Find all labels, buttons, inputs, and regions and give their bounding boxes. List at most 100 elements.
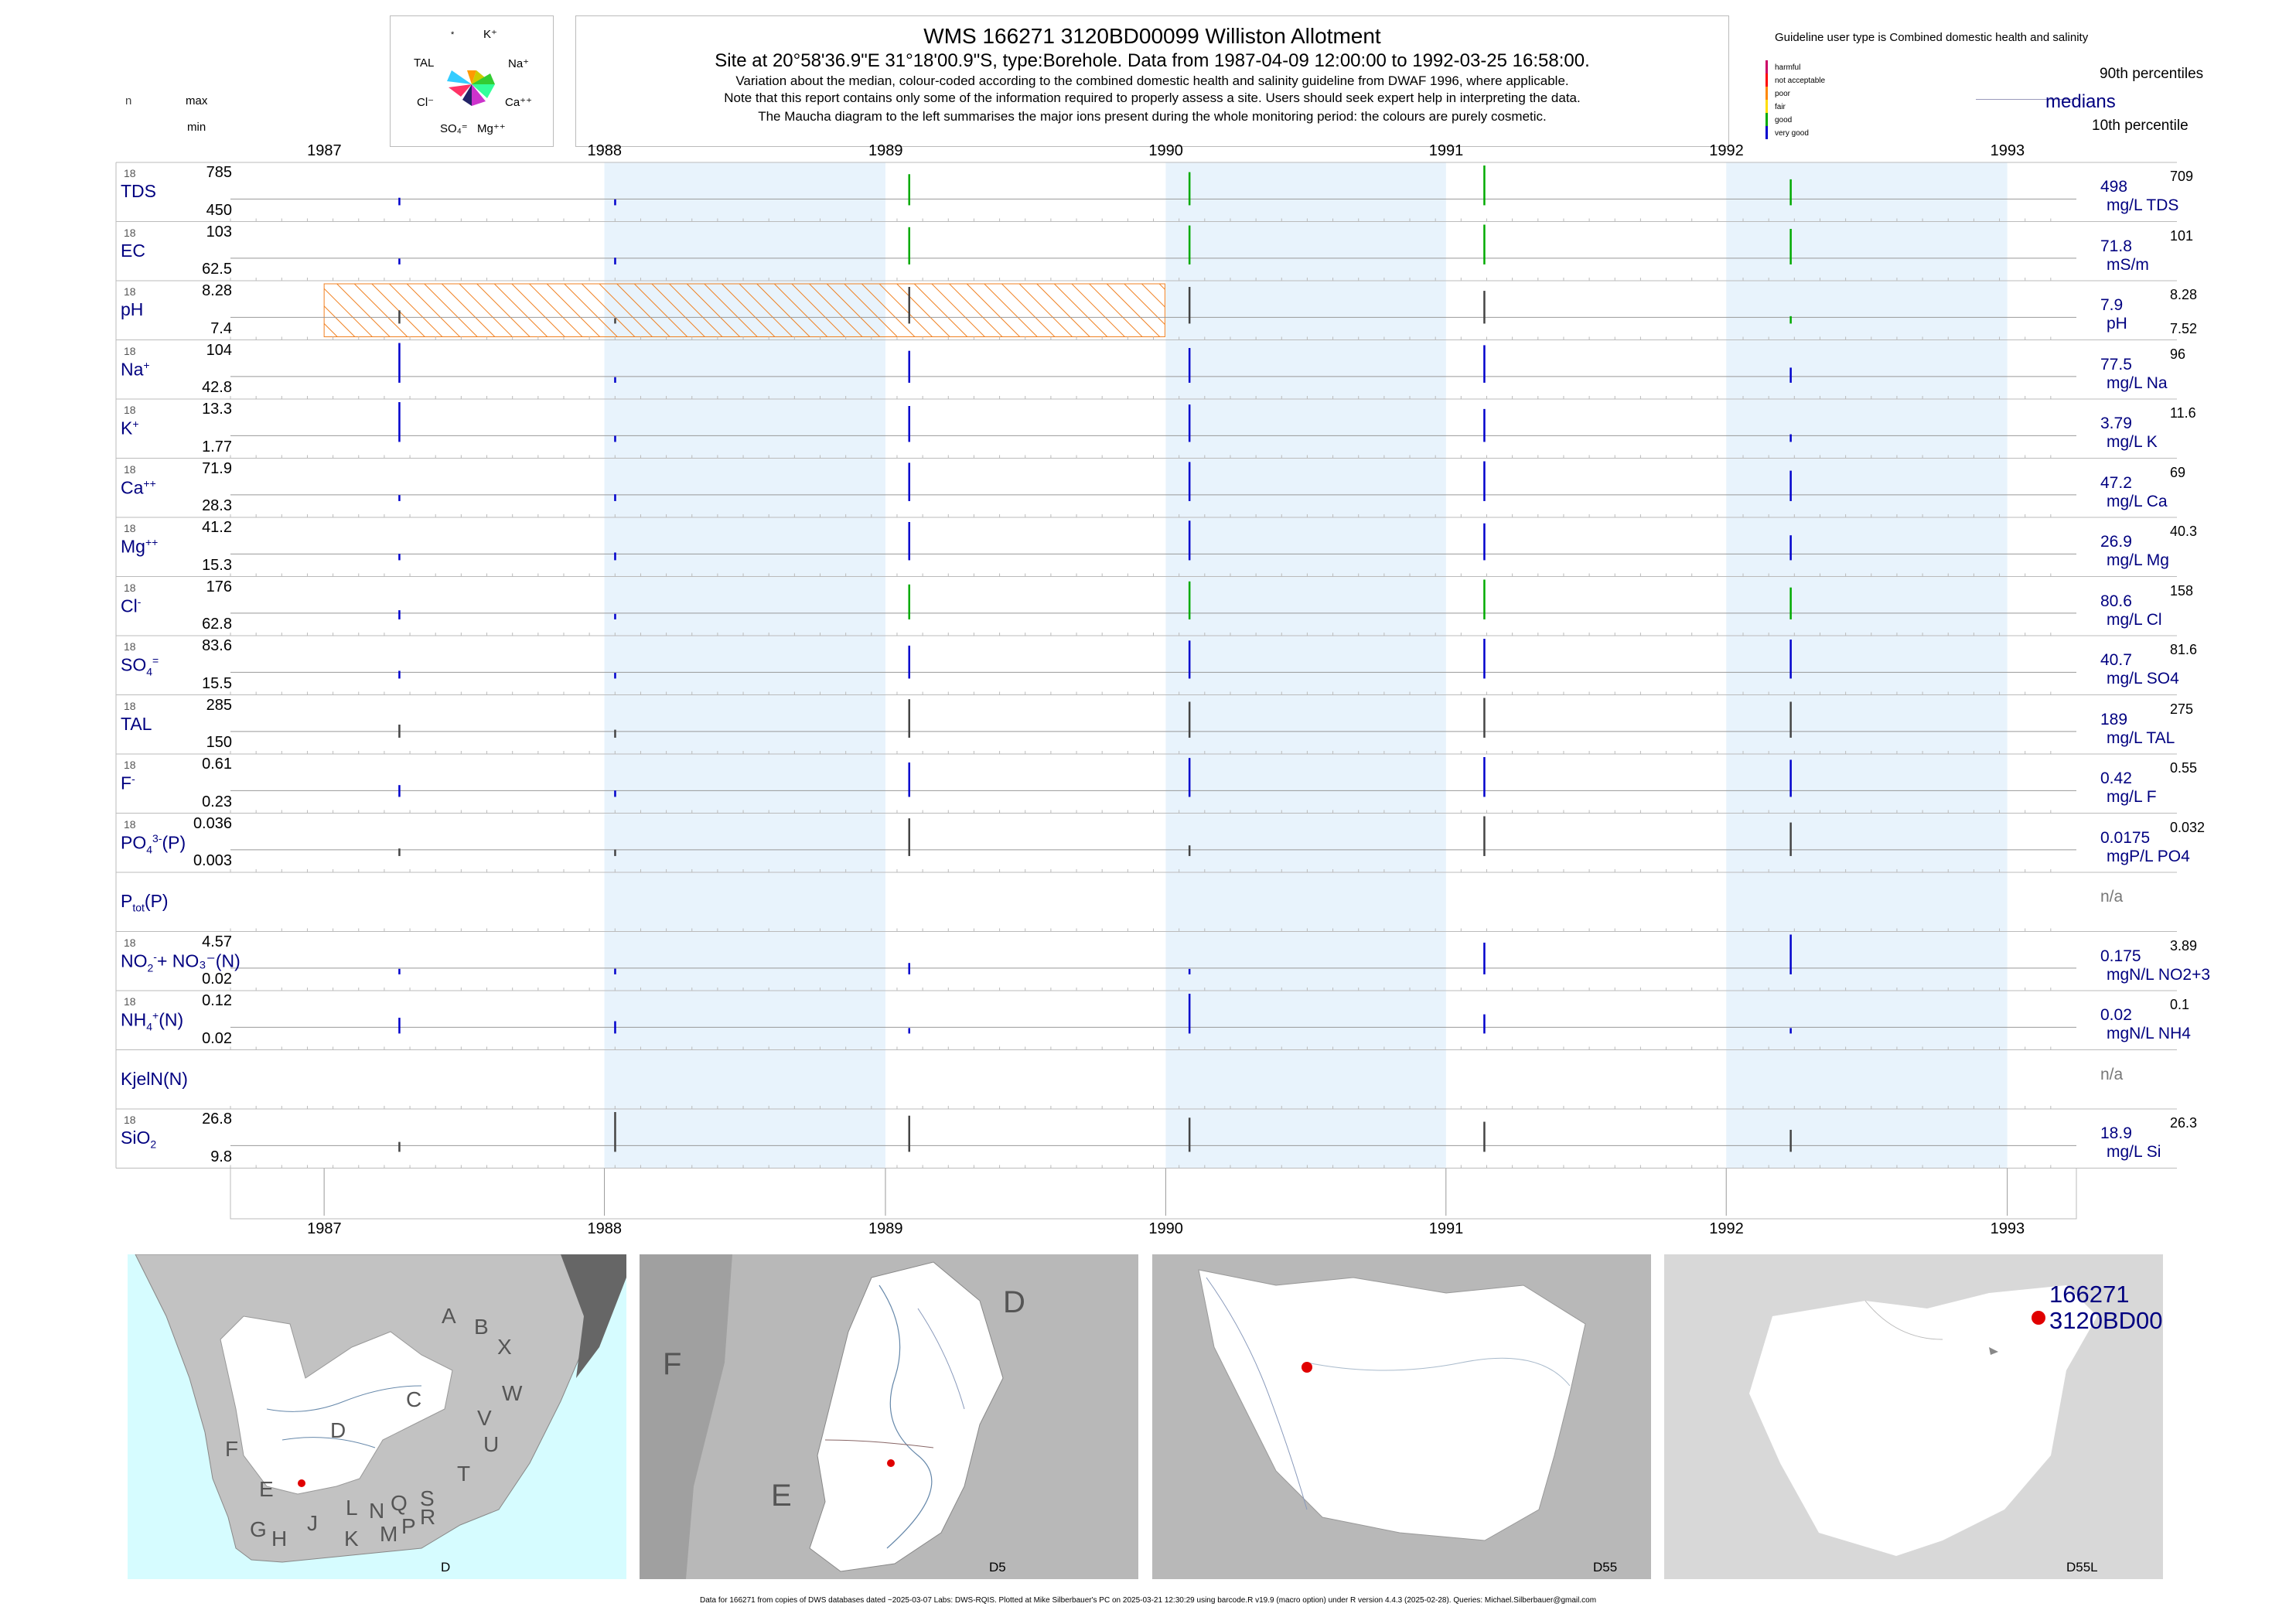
x-tick-label-bottom: 1992 bbox=[1709, 1220, 1744, 1237]
row-max: 4.57 bbox=[202, 933, 232, 950]
row-p10: 7.52 bbox=[2170, 321, 2198, 336]
region-letter: N bbox=[369, 1499, 385, 1523]
region-letter: E bbox=[771, 1479, 792, 1513]
row-parameter: pH bbox=[121, 299, 144, 319]
region-letter: M bbox=[380, 1522, 398, 1546]
row-p90: 8.28 bbox=[2170, 287, 2198, 302]
maucha-sector bbox=[472, 84, 486, 106]
map-code: D55 bbox=[1593, 1560, 1618, 1575]
row-median: 0.175 bbox=[2100, 947, 2141, 965]
maucha-sector bbox=[472, 84, 495, 98]
x-tick-label-bottom: 1993 bbox=[1990, 1220, 2025, 1237]
site-label: 166271 bbox=[2049, 1281, 2130, 1308]
legend-swatch bbox=[1765, 113, 1768, 126]
row-p90: 0.55 bbox=[2170, 760, 2198, 776]
region-letter: H bbox=[271, 1527, 288, 1551]
map-d55l: 166271 3120BD00 D55L bbox=[1664, 1254, 2163, 1579]
row-max: 0.61 bbox=[202, 756, 232, 773]
x-tick-label-bottom: 1988 bbox=[587, 1220, 623, 1237]
row-parameter: Ca++ bbox=[121, 476, 156, 498]
row-parameter: Cl- bbox=[121, 595, 142, 616]
row-median: 71.8 bbox=[2100, 237, 2132, 255]
row-n: 18 bbox=[124, 285, 136, 298]
row-parameter: PO43-(P) bbox=[121, 831, 186, 855]
max-header: max bbox=[186, 94, 208, 107]
row-min: 0.02 bbox=[202, 1029, 232, 1047]
row-max: 104 bbox=[206, 341, 232, 359]
row-min: 450 bbox=[206, 201, 232, 219]
row-max: 13.3 bbox=[202, 401, 232, 418]
site-marker bbox=[887, 1459, 895, 1467]
region-letter: C bbox=[406, 1387, 422, 1411]
row-max: 176 bbox=[206, 578, 232, 595]
x-tick-label-bottom: 1990 bbox=[1148, 1220, 1183, 1237]
region-letter: W bbox=[502, 1381, 523, 1405]
row-median: 0.02 bbox=[2100, 1006, 2132, 1024]
title-box: WMS 166271 3120BD00099 Williston Allotme… bbox=[575, 15, 1729, 147]
row-max: 0.036 bbox=[193, 814, 232, 832]
site-marker bbox=[2032, 1311, 2045, 1325]
row-median: 80.6 bbox=[2100, 592, 2132, 610]
maucha-label: Mg⁺⁺ bbox=[477, 122, 506, 135]
legend-swatch bbox=[1765, 60, 1768, 73]
row-parameter: K+ bbox=[121, 418, 139, 438]
page-title: WMS 166271 3120BD00099 Williston Allotme… bbox=[923, 24, 1381, 48]
legend-swatch bbox=[1765, 126, 1768, 139]
row-min: 0.02 bbox=[202, 971, 232, 988]
map-d5: D F E D5 bbox=[640, 1254, 1138, 1579]
row-n: 18 bbox=[124, 699, 136, 712]
row-parameter: Ptot(P) bbox=[121, 891, 169, 914]
row-n: 18 bbox=[124, 344, 136, 357]
row-min: 1.77 bbox=[202, 438, 232, 455]
row-unit: mgN/L NO2+3 bbox=[2107, 965, 2211, 984]
region-letter: D bbox=[1003, 1285, 1025, 1319]
maucha-sector bbox=[447, 70, 472, 84]
row-p90: 40.3 bbox=[2170, 524, 2198, 539]
row-median: 0.0175 bbox=[2100, 828, 2151, 847]
row-min: 15.5 bbox=[202, 674, 232, 692]
x-tick-label-bottom: 1991 bbox=[1428, 1220, 1464, 1237]
row-max: 8.28 bbox=[202, 282, 232, 299]
row-min: 15.3 bbox=[202, 556, 232, 574]
x-tick-label-bottom: 1987 bbox=[307, 1220, 342, 1237]
legend-medians: medians bbox=[2045, 91, 2116, 112]
site-marker bbox=[298, 1479, 305, 1487]
row-min: 62.8 bbox=[202, 616, 232, 633]
x-tick-label-top: 1992 bbox=[1709, 142, 1744, 159]
row-unit: mg/L TDS bbox=[2107, 196, 2179, 214]
maucha-sector bbox=[467, 70, 476, 84]
maucha-diagram-box: * K⁺ TAL Na⁺ Cl⁻ Ca⁺⁺ SO₄⁼ Mg⁺⁺ bbox=[390, 15, 554, 147]
region-letter: K bbox=[344, 1527, 359, 1551]
row-p90: 709 bbox=[2170, 169, 2194, 184]
legend-p10: 10th percentile bbox=[2092, 118, 2189, 134]
row-parameter: NO2-+ NO₃⁻(N) bbox=[121, 950, 241, 974]
note-line: Variation about the median, colour-coded… bbox=[735, 73, 1569, 88]
legend-class: harmful bbox=[1775, 63, 1801, 72]
row-max: 26.8 bbox=[202, 1111, 232, 1128]
plot-frame bbox=[230, 1168, 2077, 1220]
row-n: 18 bbox=[124, 1114, 136, 1126]
region-letter: A bbox=[442, 1304, 456, 1328]
row-n: 18 bbox=[124, 404, 136, 416]
legend-swatch bbox=[1765, 87, 1768, 100]
row-p90: 96 bbox=[2170, 346, 2186, 362]
x-tick-label-top: 1991 bbox=[1428, 142, 1464, 159]
legend-class: fair bbox=[1775, 103, 1786, 111]
map-code: D bbox=[441, 1560, 451, 1575]
page-subtitle: Site at 20°58'36.9"E 31°18'00.9"S, type:… bbox=[715, 50, 1590, 71]
legend-class: poor bbox=[1775, 90, 1791, 98]
row-min: 42.8 bbox=[202, 379, 232, 396]
region-letter: U bbox=[483, 1432, 500, 1456]
region-letter: S bbox=[420, 1486, 435, 1510]
maucha-label: Ca⁺⁺ bbox=[505, 96, 533, 109]
map-d55l-graphic bbox=[1749, 1285, 2097, 1556]
region-letter: Q bbox=[391, 1491, 408, 1515]
note-line: Note that this report contains only some… bbox=[724, 90, 1581, 105]
row-p90: 0.032 bbox=[2170, 819, 2206, 835]
row-median: 3.79 bbox=[2100, 415, 2132, 432]
row-n: 18 bbox=[124, 995, 136, 1008]
row-parameter: Mg++ bbox=[121, 536, 159, 557]
legend-median-line bbox=[1976, 99, 2076, 100]
region-letter: G bbox=[250, 1517, 267, 1541]
row-median: n/a bbox=[2100, 888, 2124, 906]
